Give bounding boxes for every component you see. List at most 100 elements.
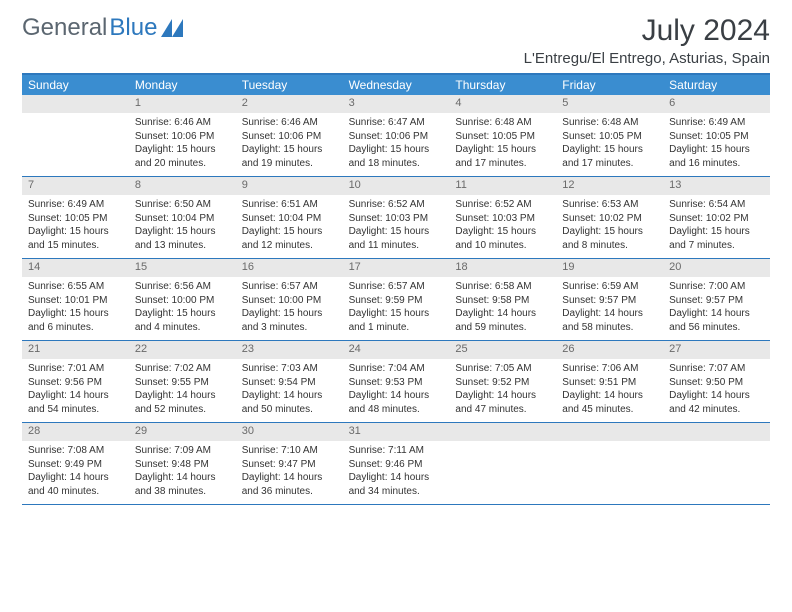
day-sr: Sunrise: 6:49 AM bbox=[28, 198, 123, 212]
day-cell: Sunrise: 7:11 AMSunset: 9:46 PMDaylight:… bbox=[343, 441, 450, 504]
day-cell: Sunrise: 7:06 AMSunset: 9:51 PMDaylight:… bbox=[556, 359, 663, 422]
day-d1: Daylight: 15 hours bbox=[669, 143, 764, 157]
day-d1: Daylight: 15 hours bbox=[349, 225, 444, 239]
day-d2: and 42 minutes. bbox=[669, 403, 764, 417]
day-ss: Sunset: 10:03 PM bbox=[455, 212, 550, 226]
day-cell: Sunrise: 6:58 AMSunset: 9:58 PMDaylight:… bbox=[449, 277, 556, 340]
day-cell: Sunrise: 6:48 AMSunset: 10:05 PMDaylight… bbox=[556, 113, 663, 176]
day-d2: and 59 minutes. bbox=[455, 321, 550, 335]
day-sr: Sunrise: 6:58 AM bbox=[455, 280, 550, 294]
day-cell: Sunrise: 6:48 AMSunset: 10:05 PMDaylight… bbox=[449, 113, 556, 176]
day-sr: Sunrise: 7:07 AM bbox=[669, 362, 764, 376]
day-d1: Daylight: 14 hours bbox=[562, 307, 657, 321]
day-number: 21 bbox=[22, 341, 129, 359]
day-d1: Daylight: 15 hours bbox=[28, 225, 123, 239]
day-number: 26 bbox=[556, 341, 663, 359]
dayhead-sun: Sunday bbox=[22, 75, 129, 95]
day-d2: and 18 minutes. bbox=[349, 157, 444, 171]
day-sr: Sunrise: 6:48 AM bbox=[562, 116, 657, 130]
day-number: 28 bbox=[22, 423, 129, 441]
day-number: 7 bbox=[22, 177, 129, 195]
day-number: 6 bbox=[663, 95, 770, 113]
day-cell: Sunrise: 7:00 AMSunset: 9:57 PMDaylight:… bbox=[663, 277, 770, 340]
daynum-row: 21222324252627 bbox=[22, 341, 770, 359]
day-d2: and 16 minutes. bbox=[669, 157, 764, 171]
day-d2: and 47 minutes. bbox=[455, 403, 550, 417]
day-ss: Sunset: 10:05 PM bbox=[562, 130, 657, 144]
dayhead-fri: Friday bbox=[556, 75, 663, 95]
day-sr: Sunrise: 7:02 AM bbox=[135, 362, 230, 376]
day-number: 12 bbox=[556, 177, 663, 195]
day-sr: Sunrise: 6:55 AM bbox=[28, 280, 123, 294]
day-ss: Sunset: 9:50 PM bbox=[669, 376, 764, 390]
day-number: 31 bbox=[343, 423, 450, 441]
day-sr: Sunrise: 7:08 AM bbox=[28, 444, 123, 458]
dayhead-wed: Wednesday bbox=[343, 75, 450, 95]
day-sr: Sunrise: 7:00 AM bbox=[669, 280, 764, 294]
day-ss: Sunset: 10:00 PM bbox=[242, 294, 337, 308]
day-d1: Daylight: 15 hours bbox=[562, 143, 657, 157]
day-cell: Sunrise: 7:02 AMSunset: 9:55 PMDaylight:… bbox=[129, 359, 236, 422]
day-cell: Sunrise: 6:55 AMSunset: 10:01 PMDaylight… bbox=[22, 277, 129, 340]
day-number: 2 bbox=[236, 95, 343, 113]
week-row: 78910111213Sunrise: 6:49 AMSunset: 10:05… bbox=[22, 177, 770, 259]
day-number: 15 bbox=[129, 259, 236, 277]
logo: GeneralBlue bbox=[22, 14, 183, 42]
day-sr: Sunrise: 6:56 AM bbox=[135, 280, 230, 294]
day-number: 18 bbox=[449, 259, 556, 277]
day-ss: Sunset: 10:05 PM bbox=[669, 130, 764, 144]
calendar-page: GeneralBlue July 2024 L'Entregu/El Entre… bbox=[0, 0, 792, 519]
day-ss: Sunset: 10:06 PM bbox=[135, 130, 230, 144]
day-ss: Sunset: 9:58 PM bbox=[455, 294, 550, 308]
day-number: 1 bbox=[129, 95, 236, 113]
location: L'Entregu/El Entrego, Asturias, Spain bbox=[524, 50, 770, 67]
day-d2: and 4 minutes. bbox=[135, 321, 230, 335]
day-sr: Sunrise: 7:03 AM bbox=[242, 362, 337, 376]
day-sr: Sunrise: 6:53 AM bbox=[562, 198, 657, 212]
day-cell: Sunrise: 6:49 AMSunset: 10:05 PMDaylight… bbox=[22, 195, 129, 258]
day-d1: Daylight: 15 hours bbox=[349, 143, 444, 157]
day-sr: Sunrise: 6:46 AM bbox=[135, 116, 230, 130]
day-d2: and 7 minutes. bbox=[669, 239, 764, 253]
day-ss: Sunset: 9:52 PM bbox=[455, 376, 550, 390]
month-title: July 2024 bbox=[524, 14, 770, 48]
day-d2: and 56 minutes. bbox=[669, 321, 764, 335]
day-sr: Sunrise: 7:10 AM bbox=[242, 444, 337, 458]
day-cell bbox=[22, 113, 129, 176]
day-d1: Daylight: 15 hours bbox=[562, 225, 657, 239]
dayhead-thu: Thursday bbox=[449, 75, 556, 95]
day-d2: and 40 minutes. bbox=[28, 485, 123, 499]
day-d1: Daylight: 15 hours bbox=[455, 225, 550, 239]
day-number: 3 bbox=[343, 95, 450, 113]
daynum-row: 123456 bbox=[22, 95, 770, 113]
weeks-container: 123456Sunrise: 6:46 AMSunset: 10:06 PMDa… bbox=[22, 95, 770, 505]
day-d2: and 11 minutes. bbox=[349, 239, 444, 253]
body-row: Sunrise: 6:49 AMSunset: 10:05 PMDaylight… bbox=[22, 195, 770, 258]
day-cell: Sunrise: 7:03 AMSunset: 9:54 PMDaylight:… bbox=[236, 359, 343, 422]
day-number: 19 bbox=[556, 259, 663, 277]
day-d1: Daylight: 15 hours bbox=[135, 143, 230, 157]
header: GeneralBlue July 2024 L'Entregu/El Entre… bbox=[22, 14, 770, 67]
day-ss: Sunset: 9:48 PM bbox=[135, 458, 230, 472]
day-sr: Sunrise: 6:49 AM bbox=[669, 116, 764, 130]
day-number: 13 bbox=[663, 177, 770, 195]
day-ss: Sunset: 10:05 PM bbox=[28, 212, 123, 226]
day-cell: Sunrise: 7:10 AMSunset: 9:47 PMDaylight:… bbox=[236, 441, 343, 504]
day-sr: Sunrise: 6:50 AM bbox=[135, 198, 230, 212]
day-d1: Daylight: 14 hours bbox=[455, 307, 550, 321]
dayhead-tue: Tuesday bbox=[236, 75, 343, 95]
day-d2: and 20 minutes. bbox=[135, 157, 230, 171]
day-ss: Sunset: 9:49 PM bbox=[28, 458, 123, 472]
day-cell: Sunrise: 6:46 AMSunset: 10:06 PMDaylight… bbox=[129, 113, 236, 176]
day-d2: and 17 minutes. bbox=[562, 157, 657, 171]
day-sr: Sunrise: 7:11 AM bbox=[349, 444, 444, 458]
day-cell: Sunrise: 6:54 AMSunset: 10:02 PMDaylight… bbox=[663, 195, 770, 258]
day-d1: Daylight: 15 hours bbox=[455, 143, 550, 157]
day-ss: Sunset: 9:55 PM bbox=[135, 376, 230, 390]
day-cell: Sunrise: 7:07 AMSunset: 9:50 PMDaylight:… bbox=[663, 359, 770, 422]
day-number bbox=[449, 423, 556, 441]
day-number: 9 bbox=[236, 177, 343, 195]
body-row: Sunrise: 7:08 AMSunset: 9:49 PMDaylight:… bbox=[22, 441, 770, 504]
day-cell: Sunrise: 6:51 AMSunset: 10:04 PMDaylight… bbox=[236, 195, 343, 258]
day-d1: Daylight: 14 hours bbox=[455, 389, 550, 403]
